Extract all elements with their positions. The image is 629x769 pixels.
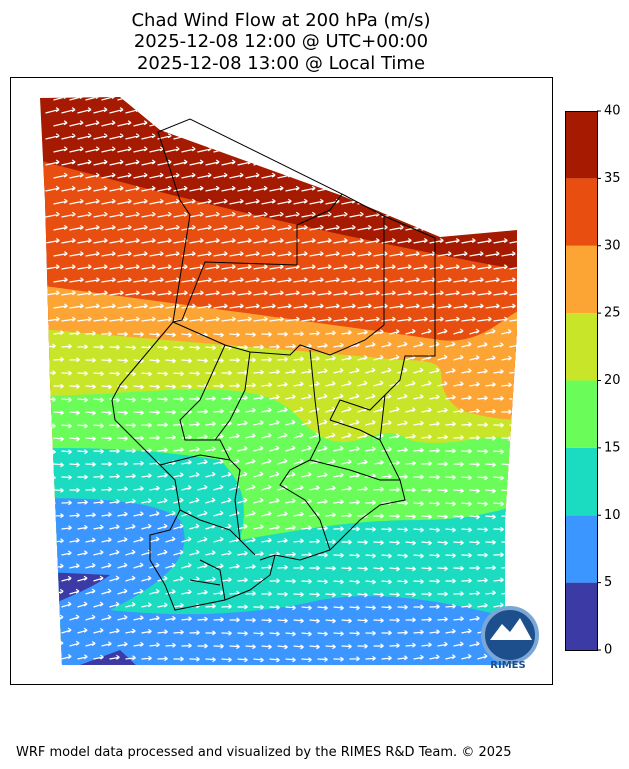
footer: WRF model data processed and visualized … <box>16 745 512 760</box>
title-line: 2025-12-08 13:00 @ Local Time <box>137 53 425 74</box>
logo-mountain <box>490 618 532 640</box>
tick-label: 40 <box>604 104 621 119</box>
tick-label: 0 <box>604 643 612 658</box>
tick-label: 20 <box>604 373 621 388</box>
logo-text: RIMES <box>490 660 525 671</box>
colorbar-band <box>565 111 597 179</box>
colorbar-band <box>565 515 597 583</box>
colorbar-band <box>565 447 597 516</box>
colorbar-band <box>565 380 597 448</box>
tick-label: 5 <box>604 575 612 590</box>
colorbar-band <box>565 178 597 246</box>
colorbar-band <box>565 245 597 314</box>
tick-label: 15 <box>604 440 621 455</box>
tick-label: 25 <box>604 306 621 321</box>
logo: RIMES <box>481 606 539 671</box>
tick-label: 30 <box>604 238 621 253</box>
title-line: 2025-12-08 12:00 @ UTC+00:00 <box>134 31 428 52</box>
colorbar-frame <box>565 111 598 651</box>
colorbar-band <box>565 313 597 381</box>
tick-label: 35 <box>604 171 621 186</box>
tick-label: 10 <box>604 508 621 523</box>
colorbar-band <box>565 582 597 650</box>
title-line: Chad Wind Flow at 200 hPa (m/s) <box>131 10 430 31</box>
map-frame <box>10 77 553 685</box>
colorbar: 0 5 10 15 20 25 30 35 40 <box>565 104 621 658</box>
border-lines <box>111 118 436 611</box>
